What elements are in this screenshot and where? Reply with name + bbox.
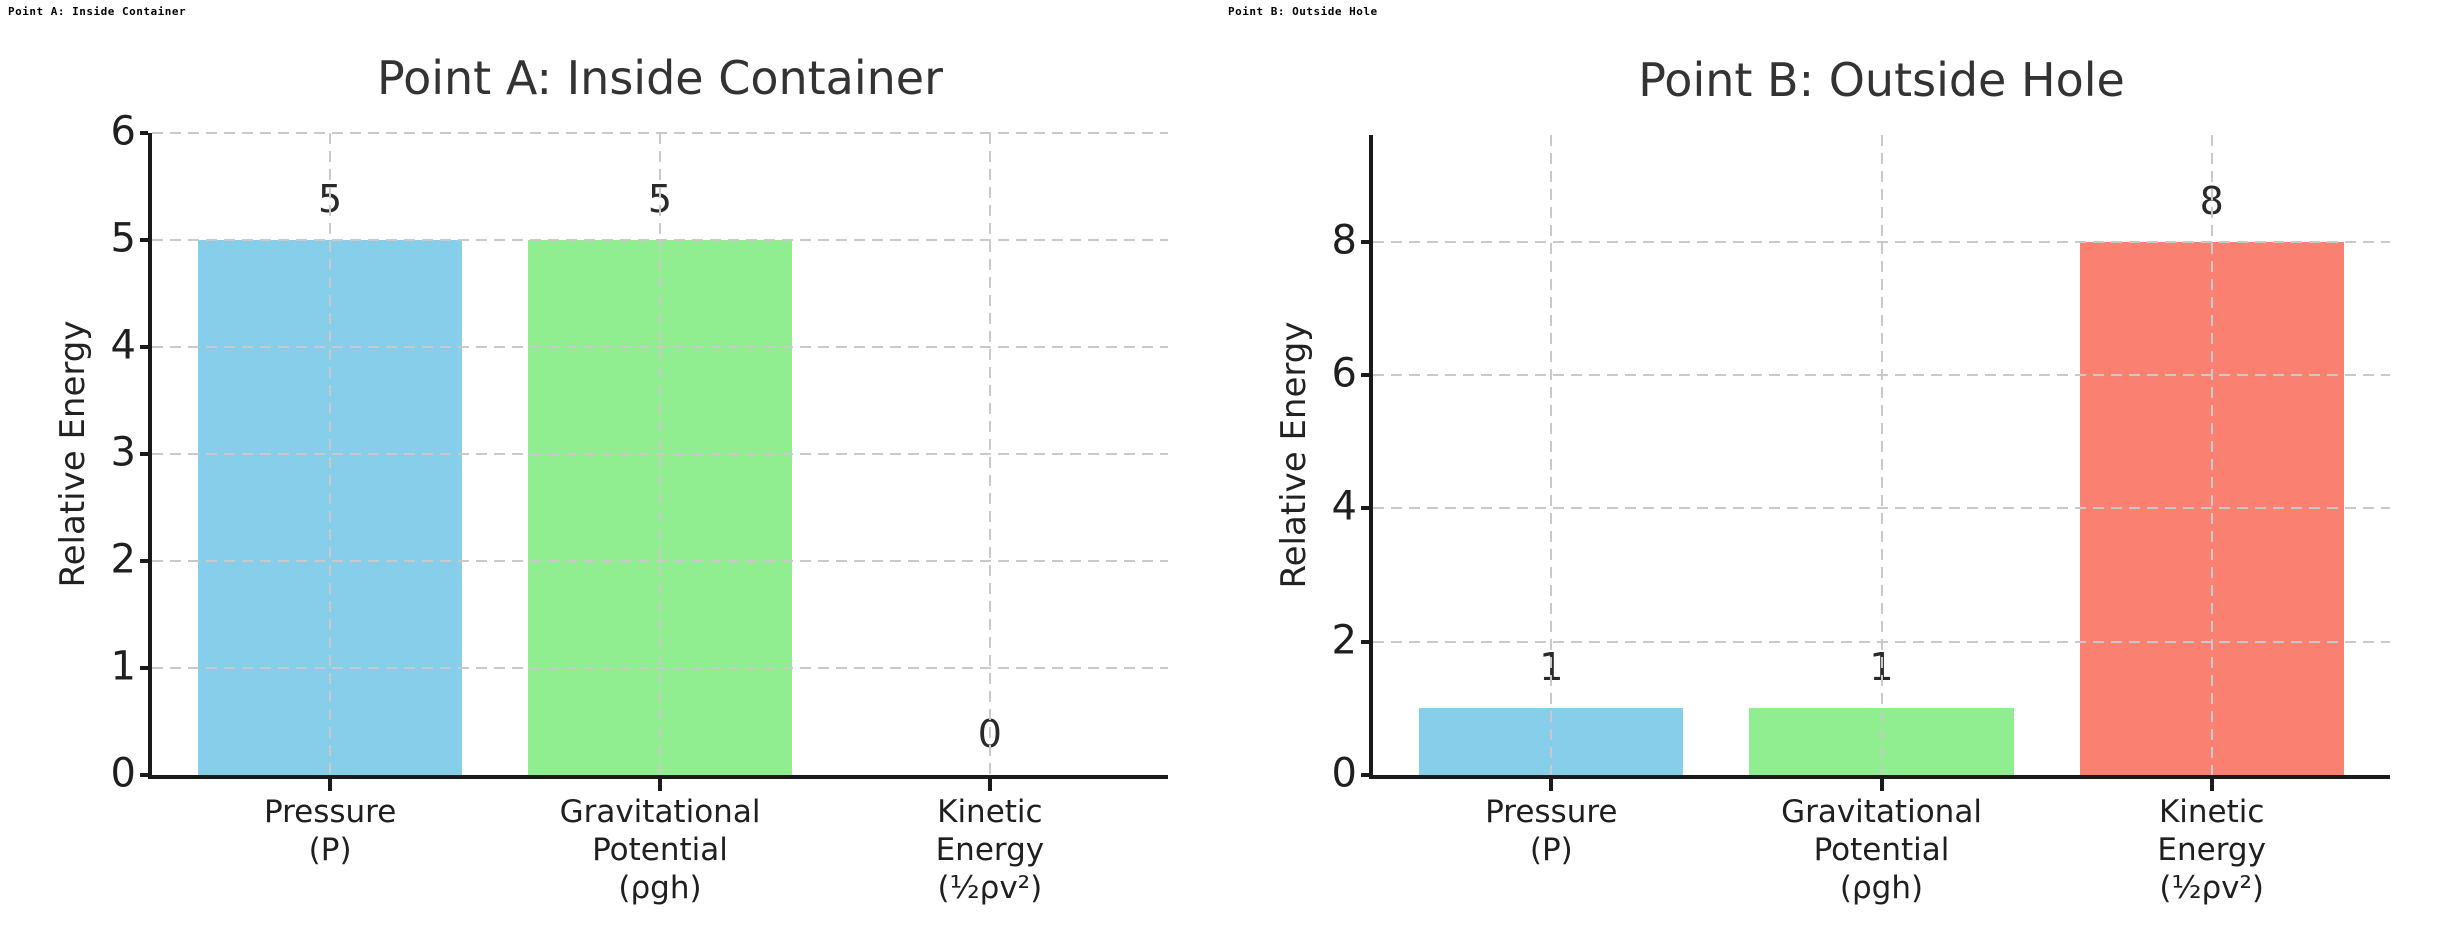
y-axis-spine — [148, 133, 152, 779]
x-tick-mark — [328, 779, 333, 791]
chart-title: Point A: Inside Container — [377, 51, 943, 105]
x-tick-mark — [2209, 779, 2214, 791]
y-tick-mark — [140, 773, 148, 777]
x-tick-label-gravitational-potential: Gravitational Potential (ρgh) — [559, 794, 761, 906]
plot-area: 01234565Pressure (P)5Gravitational Poten… — [111, 111, 1168, 906]
x-axis-spine — [148, 775, 1168, 779]
y-tick-mark — [1361, 773, 1369, 777]
y-tick-label: 2 — [1331, 617, 1357, 664]
y-tick-mark — [1361, 239, 1369, 244]
y-tick-mark — [140, 666, 148, 670]
x-tick-label-pressure: Pressure (P) — [1485, 794, 1618, 868]
v-gridline — [329, 133, 332, 775]
v-gridline — [988, 133, 991, 775]
y-tick-label: 2 — [110, 536, 136, 583]
y-tick-mark — [140, 452, 148, 456]
figure-label-right: Point B: Outside Hole — [1228, 5, 1378, 18]
v-gridline — [1880, 135, 1883, 775]
plot-area: 024681Pressure (P)1Gravitational Potenti… — [1332, 135, 2390, 906]
x-axis-spine — [1369, 775, 2390, 779]
y-tick-mark — [140, 238, 148, 242]
y-tick-mark — [1361, 639, 1369, 644]
figure-label-left: Point A: Inside Container — [8, 5, 187, 18]
x-tick-label-kinetic-energy: Kinetic Energy (½ρv²) — [935, 794, 1045, 906]
v-gridline — [659, 133, 661, 775]
y-tick-label: 1 — [110, 643, 136, 690]
x-tick-label-pressure: Pressure (P) — [263, 794, 397, 868]
y-tick-mark — [140, 131, 148, 135]
y-tick-label: 6 — [1331, 350, 1357, 397]
v-gridline — [2210, 135, 2213, 775]
x-tick-mark — [1549, 779, 1554, 791]
v-gridline — [1550, 135, 1553, 775]
y-tick-label: 5 — [110, 215, 136, 262]
y-tick-label: 6 — [110, 108, 136, 155]
x-tick-mark — [987, 779, 992, 791]
y-tick-mark — [1361, 506, 1369, 511]
y-tick-label: 4 — [110, 322, 136, 369]
y-tick-label: 0 — [1331, 750, 1357, 797]
x-tick-mark — [658, 779, 662, 791]
y-tick-mark — [140, 559, 148, 563]
y-tick-label: 4 — [1331, 483, 1357, 530]
y-tick-label: 3 — [110, 429, 136, 476]
x-tick-label-kinetic-energy: Kinetic Energy (½ρv²) — [2157, 794, 2266, 906]
chart-title: Point B: Outside Hole — [1638, 53, 2125, 107]
y-tick-label: 0 — [110, 750, 136, 797]
y-tick-mark — [140, 345, 148, 349]
x-tick-mark — [1879, 779, 1884, 791]
y-tick-label: 8 — [1331, 217, 1357, 264]
y-axis-spine — [1369, 135, 1373, 779]
chart-point-a: Point A: Inside Container Relative Energ… — [53, 51, 1168, 906]
y-tick-mark — [1361, 373, 1369, 377]
x-tick-label-gravitational-potential: Gravitational Potential (ρgh) — [1781, 794, 1982, 906]
